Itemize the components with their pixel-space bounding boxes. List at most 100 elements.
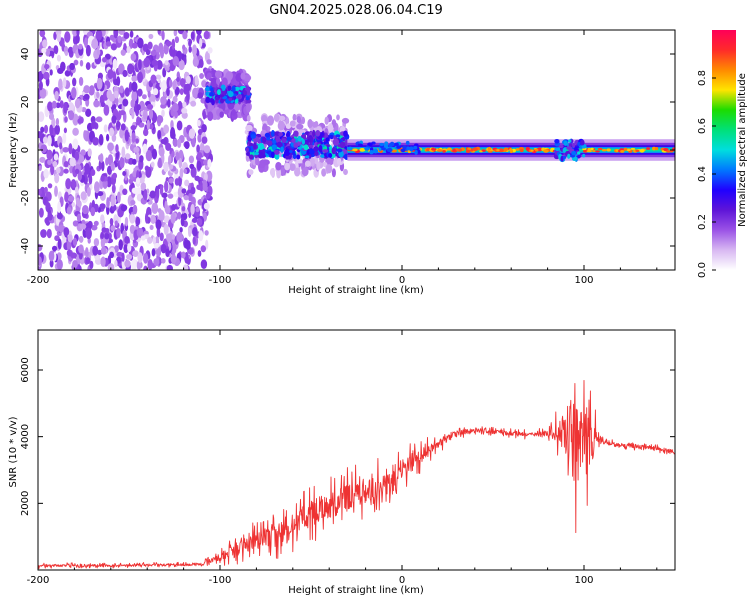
spectrogram-cell [78,76,84,86]
spectrogram-cell [96,191,104,197]
spectrogram-cell [285,123,291,130]
spectrogram-cell [45,48,51,57]
spectrogram-cell [183,168,188,174]
spectrogram-cell [55,167,61,174]
spectrogram-cell [132,170,138,178]
spectrogram-cell [297,135,302,142]
spectrogram-cell [40,229,47,238]
spectrogram-cell [203,202,210,210]
spectrogram-cell [158,210,165,222]
spectrogram-cell [111,133,117,142]
spectrogram-cell [124,235,130,244]
spectrogram-cell [77,153,85,164]
spectrogram-cell [174,178,180,186]
spectrogram-cell [332,138,340,146]
spectrogram-cell [178,149,184,161]
spectrogram-cell [101,227,107,233]
spectrogram-cell [261,137,266,142]
spectrogram-cell [272,139,277,144]
spectrogram-cell [595,150,600,153]
spectrogram-cell [115,144,119,153]
spectrogram-cell [197,250,202,257]
spectrogram-cell [99,203,106,210]
spectrogram-cell [72,259,78,269]
spectrogram-cell [116,256,121,264]
spectrogram-cell [296,123,304,130]
spectrogram-cell [141,94,147,100]
spectrogram-cell [179,167,184,179]
spectrogram-cell [196,152,203,159]
spectrogram-cell [64,191,69,203]
colorbar-tick-label: 0.2 [697,214,708,230]
spectrogram-cell [95,30,103,41]
spectrogram-cell [161,30,165,41]
spectrogram-cell [530,149,534,152]
spectrogram-cell [67,46,74,55]
spectrogram-cell [146,103,154,110]
spectrogram-cell [176,71,181,79]
spectrogram-cell [166,233,173,243]
spectrogram-cell [85,108,92,117]
spectrogram-cell [253,151,260,156]
spectrogram-cell [124,259,131,268]
spectrogram-cell [304,155,310,159]
spectrogram-cell [331,168,336,178]
spectrogram-cell [110,162,115,171]
spectrogram-cell [666,150,671,153]
spectrogram-cell [135,216,141,226]
spectrogram-panel: -200 -100 0 100 40 20 0 -20 -40 Height of strai… [8,29,676,296]
spectrogram-y-axis-label: Frequency (Hz) [8,112,19,188]
spectrogram-cell [90,168,96,177]
spectrogram-cell [126,45,131,54]
spectrogram-cell [181,107,188,114]
spectrogram-cell [136,104,141,111]
spectrogram-cell [72,77,77,87]
spectrogram-cell [442,150,446,153]
spectrogram-cell [43,71,50,80]
spectrogram-cell [225,71,233,81]
spectrogram-cell [409,146,414,152]
spectrogram-cell [165,142,172,151]
spectrogram-cell [160,257,166,264]
spectrogram-heatmap [38,30,675,270]
spectrogram-cell [127,63,134,75]
spectrogram-cell [262,159,270,166]
spectrogram-cell [147,259,153,270]
spectrogram-cell [120,49,126,56]
spectrogram-cell [190,100,197,107]
spectrogram-cell [240,72,246,80]
spectrogram-cell [550,147,555,151]
spectrogram-cell [135,177,141,185]
spectrogram-cell [188,155,195,164]
spectrogram-cell [116,227,121,239]
spectrogram-cell [606,148,611,152]
x-tick-label: 100 [574,575,593,586]
spectrogram-cell [153,243,161,249]
spectrogram-cell [151,59,159,67]
spectrogram-cell [592,149,596,153]
spectrogram-cell [66,206,72,215]
spectrogram-cell [320,154,325,158]
spectrogram-cell [131,158,137,165]
spectrogram-cell [194,175,200,181]
spectrogram-cell [181,188,187,194]
spectrogram-cell [143,57,151,68]
spectrogram-cell [38,131,43,139]
y-tick-label: 6000 [20,357,31,382]
spectrogram-cell [130,53,137,61]
spectrogram-cell [562,155,567,160]
spectrogram-cell [554,147,561,152]
spectrogram-cell [446,147,452,151]
spectrogram-cell [111,115,117,124]
spectrogram-cell [196,160,202,171]
spectrogram-y-axis: 40 20 0 -20 -40 [20,48,675,254]
spectrogram-cell [534,148,539,152]
colorbar-tick-label: 0.8 [697,70,708,86]
spectrogram-cell [519,149,524,153]
spectrogram-cell [135,138,139,144]
spectrogram-cell [64,50,69,57]
spectrogram-cell [400,148,406,153]
spectrogram-cell [246,114,251,122]
spectrogram-cell [95,116,103,123]
spectrogram-cell [206,59,212,65]
